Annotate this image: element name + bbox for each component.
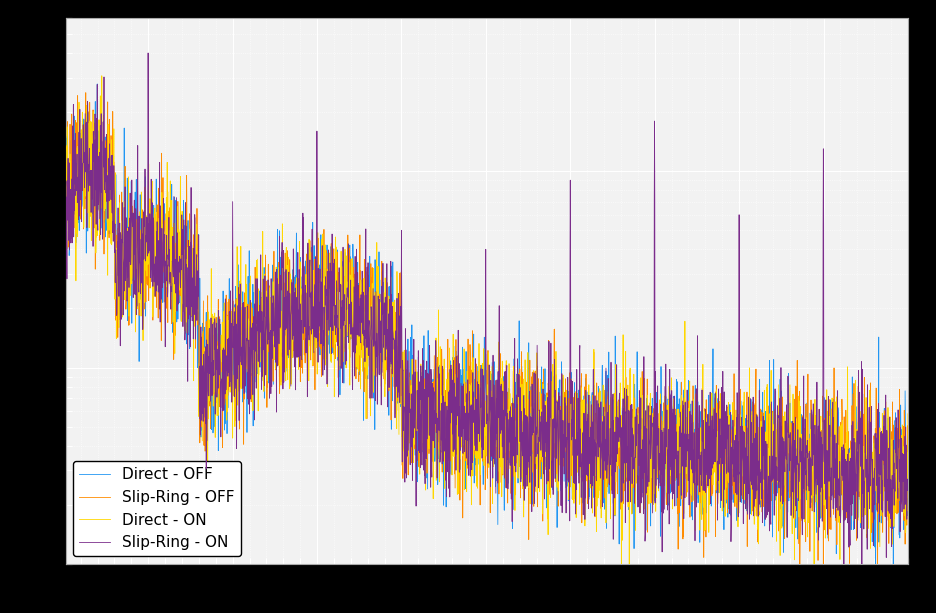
Slip-Ring - OFF [902, 494, 914, 501]
Slip-Ring - OFF [818, 569, 829, 576]
Slip-Ring - OFF [886, 441, 898, 448]
Direct - OFF [383, 411, 394, 419]
Direct - ON [796, 436, 807, 443]
Slip-Ring - ON [156, 225, 168, 232]
Slip-Ring - ON [419, 367, 431, 374]
Slip-Ring - ON [856, 571, 868, 578]
Direct - OFF [60, 170, 71, 177]
Line: Slip-Ring - ON: Slip-Ring - ON [66, 53, 908, 574]
Direct - ON [886, 436, 898, 443]
Direct - ON [60, 152, 71, 159]
Direct - ON [809, 570, 820, 577]
Direct - OFF [92, 80, 103, 88]
Slip-Ring - ON [60, 186, 71, 193]
Slip-Ring - OFF [206, 381, 217, 388]
Direct - OFF [419, 417, 431, 424]
Slip-Ring - OFF [156, 264, 168, 272]
Direct - ON [383, 292, 394, 300]
Direct - ON [96, 72, 108, 80]
Direct - ON [419, 427, 431, 435]
Direct - OFF [886, 484, 898, 492]
Line: Slip-Ring - OFF: Slip-Ring - OFF [66, 93, 908, 573]
Slip-Ring - OFF [60, 152, 71, 159]
Slip-Ring - ON [796, 435, 807, 443]
Slip-Ring - OFF [419, 388, 431, 395]
Slip-Ring - OFF [80, 89, 92, 96]
Direct - OFF [156, 266, 168, 273]
Direct - ON [206, 337, 217, 345]
Direct - OFF [902, 475, 914, 482]
Slip-Ring - ON [886, 505, 898, 512]
Slip-Ring - OFF [383, 387, 394, 395]
Direct - ON [902, 410, 914, 417]
Slip-Ring - OFF [796, 469, 807, 476]
Slip-Ring - ON [902, 487, 914, 494]
Direct - ON [156, 189, 168, 196]
Direct - OFF [796, 445, 807, 452]
Slip-Ring - ON [206, 359, 217, 367]
Legend: Direct - OFF, Slip-Ring - OFF, Direct - ON, Slip-Ring - ON: Direct - OFF, Slip-Ring - OFF, Direct - … [73, 461, 241, 557]
Direct - OFF [206, 350, 217, 357]
Slip-Ring - ON [383, 310, 394, 318]
Slip-Ring - ON [142, 49, 154, 56]
Direct - OFF [887, 571, 899, 578]
Line: Direct - ON: Direct - ON [66, 76, 908, 574]
Line: Direct - OFF: Direct - OFF [66, 84, 908, 574]
